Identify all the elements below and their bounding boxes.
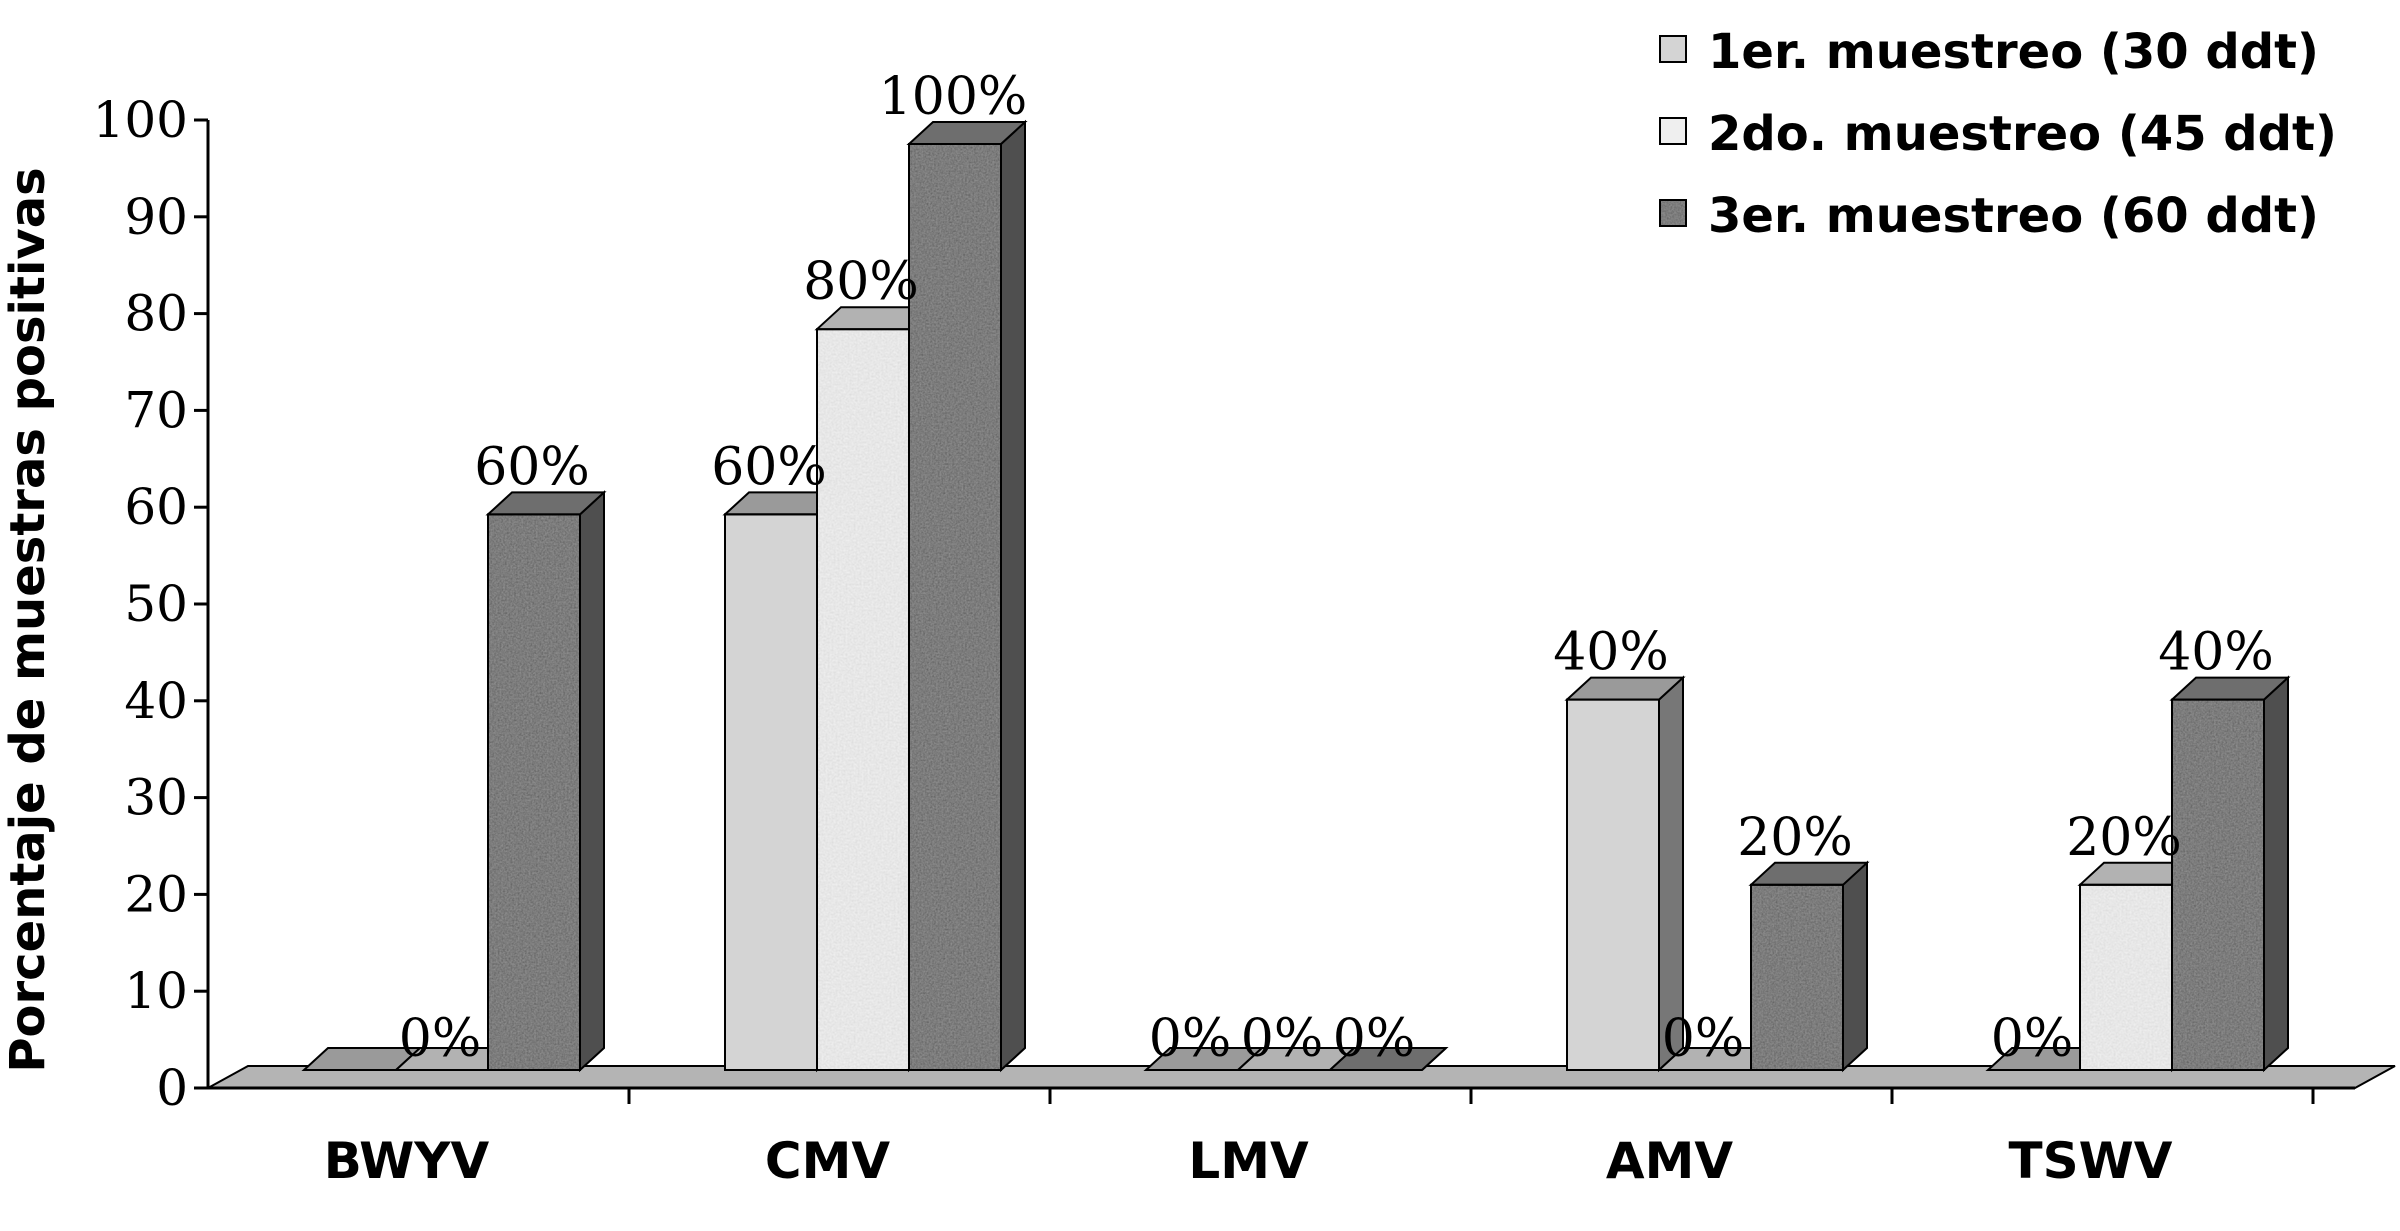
legend-swatch bbox=[1659, 199, 1687, 227]
bar-outline bbox=[908, 143, 1002, 1071]
bar-top bbox=[1327, 1047, 1449, 1071]
legend-swatch-outline bbox=[1659, 199, 1687, 227]
bars-layer bbox=[301, 119, 2291, 1073]
legend-item: 1er. muestreo (30 ddt) bbox=[1659, 24, 2319, 80]
bar bbox=[485, 490, 607, 1073]
legend-label: 3er. muestreo (60 ddt) bbox=[1708, 188, 2319, 244]
x-tick-label: TSWV bbox=[2009, 1132, 2173, 1190]
bar-side bbox=[2263, 675, 2289, 1073]
x-tick-label: AMV bbox=[1606, 1132, 1733, 1190]
x-tick-label: BWYV bbox=[324, 1132, 490, 1190]
y-tick-label: 20 bbox=[124, 865, 188, 923]
y-tick-label: 30 bbox=[124, 769, 188, 827]
y-tick-label: 10 bbox=[124, 962, 188, 1020]
bar-side bbox=[1842, 860, 1868, 1073]
y-tick-label: 70 bbox=[124, 381, 188, 439]
data-label: 60% bbox=[711, 437, 827, 497]
data-label: 0% bbox=[1149, 1009, 1232, 1069]
bar-front bbox=[816, 328, 910, 1071]
data-label: 0% bbox=[399, 1009, 482, 1069]
legend-swatch bbox=[1659, 117, 1687, 145]
data-label: 40% bbox=[2158, 623, 2274, 683]
y-tick-label: 0 bbox=[156, 1059, 188, 1117]
bar-outline bbox=[1566, 698, 1660, 1071]
bar-outline bbox=[1750, 883, 1844, 1071]
legend-swatch bbox=[1659, 35, 1687, 63]
y-tick-label: 100 bbox=[93, 91, 188, 149]
data-label: 0% bbox=[1991, 1009, 2074, 1069]
x-tick-label: CMV bbox=[765, 1132, 890, 1190]
y-tick-label: 90 bbox=[124, 188, 188, 246]
bar bbox=[1748, 860, 1870, 1073]
x-tick-label: LMV bbox=[1188, 1132, 1309, 1190]
bar bbox=[1327, 1047, 1449, 1071]
data-label: 100% bbox=[879, 67, 1028, 127]
bar-front bbox=[2079, 883, 2173, 1071]
data-label: 40% bbox=[1553, 623, 1669, 683]
data-label: 20% bbox=[2066, 808, 2182, 868]
legend-label: 2do. muestreo (45 ddt) bbox=[1708, 106, 2337, 162]
legend-label: 1er. muestreo (30 ddt) bbox=[1708, 24, 2319, 80]
y-axis-title: Porcentaje de muestras positivas bbox=[0, 167, 56, 1072]
bar-front bbox=[487, 513, 581, 1071]
legend: 1er. muestreo (30 ddt) 2do. muestreo (45 … bbox=[1659, 24, 2337, 244]
axes-layer: 0 10 20 30 40 50 60 70 80 90 100 BWYV CMV LMV AMV TSWV bbox=[93, 91, 2355, 1190]
bar bbox=[906, 119, 1028, 1073]
legend-swatch-outline bbox=[1659, 35, 1687, 63]
data-label: 20% bbox=[1737, 808, 1853, 868]
data-label: 0% bbox=[1333, 1009, 1416, 1069]
bar-side bbox=[579, 490, 605, 1073]
bar-front bbox=[1566, 698, 1660, 1071]
bar-front bbox=[908, 143, 1002, 1071]
bar bbox=[2169, 675, 2291, 1073]
legend-item: 3er. muestreo (60 ddt) bbox=[1659, 188, 2319, 244]
y-tick-label: 80 bbox=[124, 285, 188, 343]
data-label: 0% bbox=[1662, 1009, 1745, 1069]
bar-front bbox=[2171, 698, 2265, 1071]
bar-front bbox=[724, 513, 818, 1071]
legend-swatch-outline bbox=[1659, 117, 1687, 145]
bar-side bbox=[1000, 119, 1026, 1073]
y-tick-label: 40 bbox=[124, 672, 188, 730]
bar-front bbox=[1750, 883, 1844, 1071]
data-label: 80% bbox=[803, 252, 919, 312]
data-label: 0% bbox=[1241, 1009, 1324, 1069]
y-tick-label: 60 bbox=[124, 478, 188, 536]
bar-outline bbox=[487, 513, 581, 1071]
y-tick-label: 50 bbox=[124, 575, 188, 633]
labels-layer: 0%60% 60%80%100%0% 0% 0%40%0%20%0%20%40% bbox=[399, 67, 2274, 1069]
data-label: 60% bbox=[474, 437, 590, 497]
bar-outline bbox=[2171, 698, 2265, 1071]
legend-item: 2do. muestreo (45 ddt) bbox=[1659, 106, 2337, 162]
